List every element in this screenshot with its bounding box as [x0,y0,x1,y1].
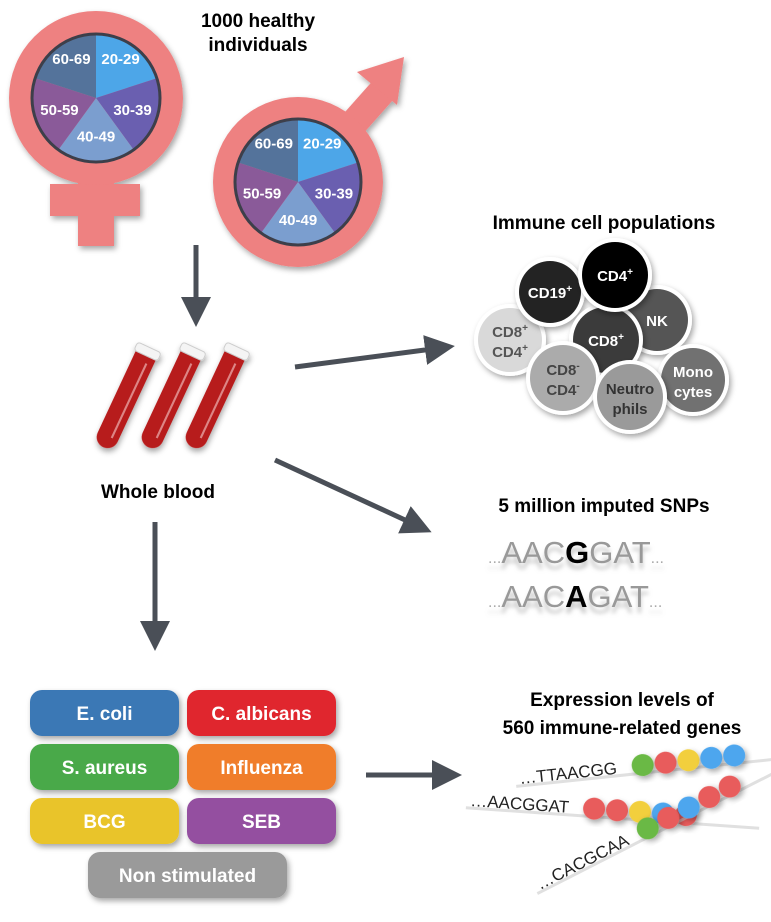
stimulus-e-coli: E. coli [30,690,179,736]
pie-label: 20-29 [303,135,341,152]
stimulus-label: S. aureus [62,758,148,779]
immune-cell-cluster: CD8+ CD4+ CD19+ NK CD8+ CD4+ Mono cytes CD8- CD4-… [474,238,729,434]
expression-bead [723,744,746,767]
pie-label: 50-59 [40,102,78,119]
stimulus-seb: SEB [187,798,336,844]
blood-tube-icon [96,342,161,449]
whole-blood-label: Whole blood [101,482,215,503]
gene-sequence: …CACGCAA [533,830,632,893]
pie-slice-40-49 [58,98,134,163]
cell-population: CD19+ [515,257,585,327]
snp-sequences: ...AACGGAT... ...AACAGAT... [488,535,664,614]
pie-slice-30-39 [96,78,161,150]
cell-population: Mono cytes [657,344,729,416]
expression-bead [677,749,700,772]
pie-slice-20-29 [96,34,157,98]
stimulus-label: SEB [242,812,281,833]
pie-label: 40-49 [77,128,115,145]
stimulus-label: Non stimulated [119,866,256,887]
stimulus-non-stimulated: Non stimulated [88,852,287,898]
pie-outline [30,32,162,164]
cell-label: CD8+ [492,323,528,341]
female-age-pie: 20-29 30-39 40-49 50-59 60-69 [30,32,162,164]
cohort-title-line1: 1000 healthy [201,11,315,32]
male-age-pie: 20-29 30-39 40-49 50-59 60-69 [233,117,363,247]
snp-sequence: ...AACAGAT... [488,579,662,614]
cell-label: CD4+ [597,267,633,285]
stimulus-label: E. coli [77,704,133,725]
expression-title-line1: Expression levels of [530,690,714,711]
gene-expression-strands: …TTAACGG …AACGGAT …CACGCAA [465,744,771,895]
pie-slice-40-49 [260,182,336,245]
stimulus-influenza: Influenza [187,744,336,790]
expression-bead [636,817,659,840]
pie-label: 40-49 [279,212,317,229]
expression-bead [654,751,677,774]
pie-label: 50-59 [243,186,281,203]
pie-label: 20-29 [101,51,139,68]
pie-slice-30-39 [298,162,361,233]
gene-strand: …TTAACGG [516,744,771,788]
pie-label: 60-69 [52,51,90,68]
expression-bead [718,775,741,798]
cell-label: CD19+ [528,284,572,302]
pie-slice-50-59 [32,78,96,150]
stimulus-label: C. albicans [211,704,311,725]
snp-sequence: ...AACGGAT... [488,535,664,570]
cell-label: CD4+ [492,343,528,361]
expression-bead [677,796,700,819]
pie-slice-50-59 [235,162,298,233]
pie-slice-20-29 [298,119,358,182]
cell-label: NK [646,313,668,330]
expression-title-line2: 560 immune-related genes [503,718,742,739]
cell-label: CD8- [546,361,579,379]
cell-population: CD8- CD4- [526,341,600,415]
arrow-to-cells [294,335,455,370]
expression-bead [698,786,721,809]
expression-bead [631,754,654,777]
stimulus-bcg: BCG [30,798,179,844]
cell-population: CD8+ CD4+ [474,304,546,376]
cell-label: CD8+ [588,332,624,350]
stimuli-grid: E. coli C. albicans S. aureus Influenza BCG S… [30,690,336,898]
stimulus-s-aureus: S. aureus [30,744,179,790]
pie-label: 60-69 [255,135,293,152]
cells-title: Immune cell populations [493,213,716,234]
cell-label: phils [612,401,647,418]
blood-tubes [96,342,250,449]
cell-label: Mono [673,364,713,381]
cell-label: cytes [674,384,712,401]
expression-bead [700,746,723,769]
pie-label: 30-39 [113,102,151,119]
cohort-title-line2: individuals [208,35,307,56]
expression-bead [629,800,652,823]
arrows [140,245,462,790]
pie-slice-60-69 [238,119,298,182]
pie-slice-60-69 [35,34,96,98]
gene-sequence: …TTAACGG [518,759,617,788]
blood-tube-icon [141,342,206,449]
pie-label: 30-39 [315,186,353,203]
gene-sequence: …AACGGAT [470,791,570,817]
expression-bead [606,799,629,822]
stimulus-label: BCG [83,812,125,833]
arrow-to-snps [273,457,432,534]
snps-title: 5 million imputed SNPs [498,496,709,517]
blood-tube-icon [185,342,250,449]
cell-population: Neutro phils [593,360,667,434]
cell-label: Neutro [606,381,654,398]
stimulus-label: Influenza [220,758,303,779]
expression-bead [657,806,680,829]
pie-outline [233,117,363,247]
cell-label: CD4- [546,381,579,399]
stimulus-c-albicans: C. albicans [187,690,336,736]
expression-bead [583,797,606,820]
cell-population: CD4+ [578,238,652,312]
